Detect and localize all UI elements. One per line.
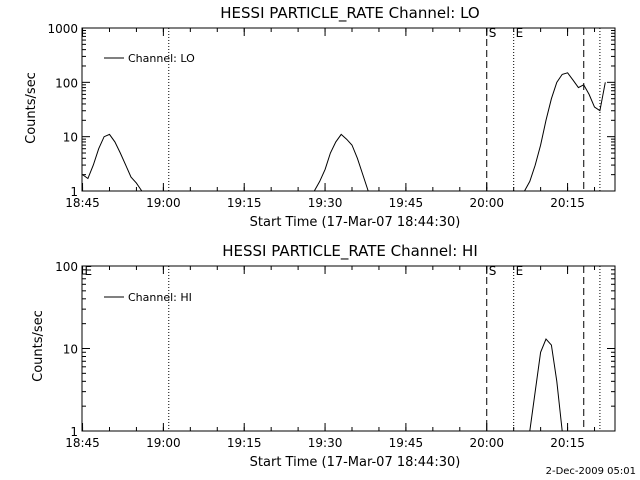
x-tick-label: 19:30 xyxy=(308,196,343,210)
marker-label: E xyxy=(85,264,93,278)
x-tick-label: 18:45 xyxy=(65,436,100,450)
panel-hi: HESSI PARTICLE_RATE Channel: HI Start Ti… xyxy=(31,242,616,470)
panel-lo-legend-label: Channel: LO xyxy=(128,52,195,65)
x-tick-label: 19:00 xyxy=(146,196,181,210)
y-tick-label: 1 xyxy=(70,185,78,199)
panel-lo-xlabel: Start Time (17-Mar-07 18:44:30) xyxy=(250,215,461,230)
panel-hi-xlabel: Start Time (17-Mar-07 18:44:30) xyxy=(250,455,461,470)
series-line xyxy=(313,133,369,192)
generation-stamp: 2-Dec-2009 05:01 xyxy=(546,466,636,477)
series-line xyxy=(82,133,143,192)
panel-lo-legend: Channel: LO xyxy=(104,52,195,65)
x-tick-label: 20:15 xyxy=(550,196,585,210)
x-tick-label: 18:45 xyxy=(65,196,100,210)
panel-hi-legend: Channel: HI xyxy=(104,291,192,304)
x-tick-label: 19:00 xyxy=(146,436,181,450)
x-tick-label: 19:45 xyxy=(389,436,424,450)
panel-lo: HESSI PARTICLE_RATE Channel: LO Start Ti… xyxy=(24,4,616,230)
x-tick-label: 19:15 xyxy=(227,196,262,210)
marker-label: E xyxy=(516,264,524,278)
x-tick-label: 20:00 xyxy=(469,436,504,450)
panel-hi-legend-label: Channel: HI xyxy=(128,291,192,304)
x-tick-label: 20:15 xyxy=(550,436,585,450)
panel-lo-title: HESSI PARTICLE_RATE Channel: LO xyxy=(220,4,479,23)
panel-lo-frame xyxy=(81,27,616,192)
y-tick-label: 100 xyxy=(55,260,78,274)
panel-hi-ylabel: Counts/sec xyxy=(31,310,46,382)
x-tick-label: 19:15 xyxy=(227,436,262,450)
x-tick-label: 19:45 xyxy=(389,196,424,210)
y-tick-label: 1000 xyxy=(47,22,78,36)
panel-lo-ticks: 18:45 19:00 19:15 19:30 19:45 20:00 20:15 1 10 10… xyxy=(47,22,615,210)
y-tick-label: 10 xyxy=(63,131,78,145)
panel-hi-series xyxy=(529,338,563,432)
panel-hi-title: HESSI PARTICLE_RATE Channel: HI xyxy=(222,242,478,261)
marker-label: E xyxy=(516,26,524,40)
marker-label: S xyxy=(489,264,497,278)
y-tick-label: 10 xyxy=(63,343,78,357)
panel-lo-ylabel: Counts/sec xyxy=(24,72,39,144)
y-tick-label: 100 xyxy=(55,76,78,90)
series-line xyxy=(524,72,606,192)
series-line xyxy=(529,338,563,432)
panel-lo-series xyxy=(82,72,606,192)
y-tick-label: 1 xyxy=(70,425,78,439)
x-tick-label: 19:30 xyxy=(308,436,343,450)
marker-label: S xyxy=(489,26,497,40)
x-tick-label: 20:00 xyxy=(469,196,504,210)
panel-hi-ticks: 18:45 19:00 19:15 19:30 19:45 20:00 20:15 1 10 10… xyxy=(55,260,615,450)
